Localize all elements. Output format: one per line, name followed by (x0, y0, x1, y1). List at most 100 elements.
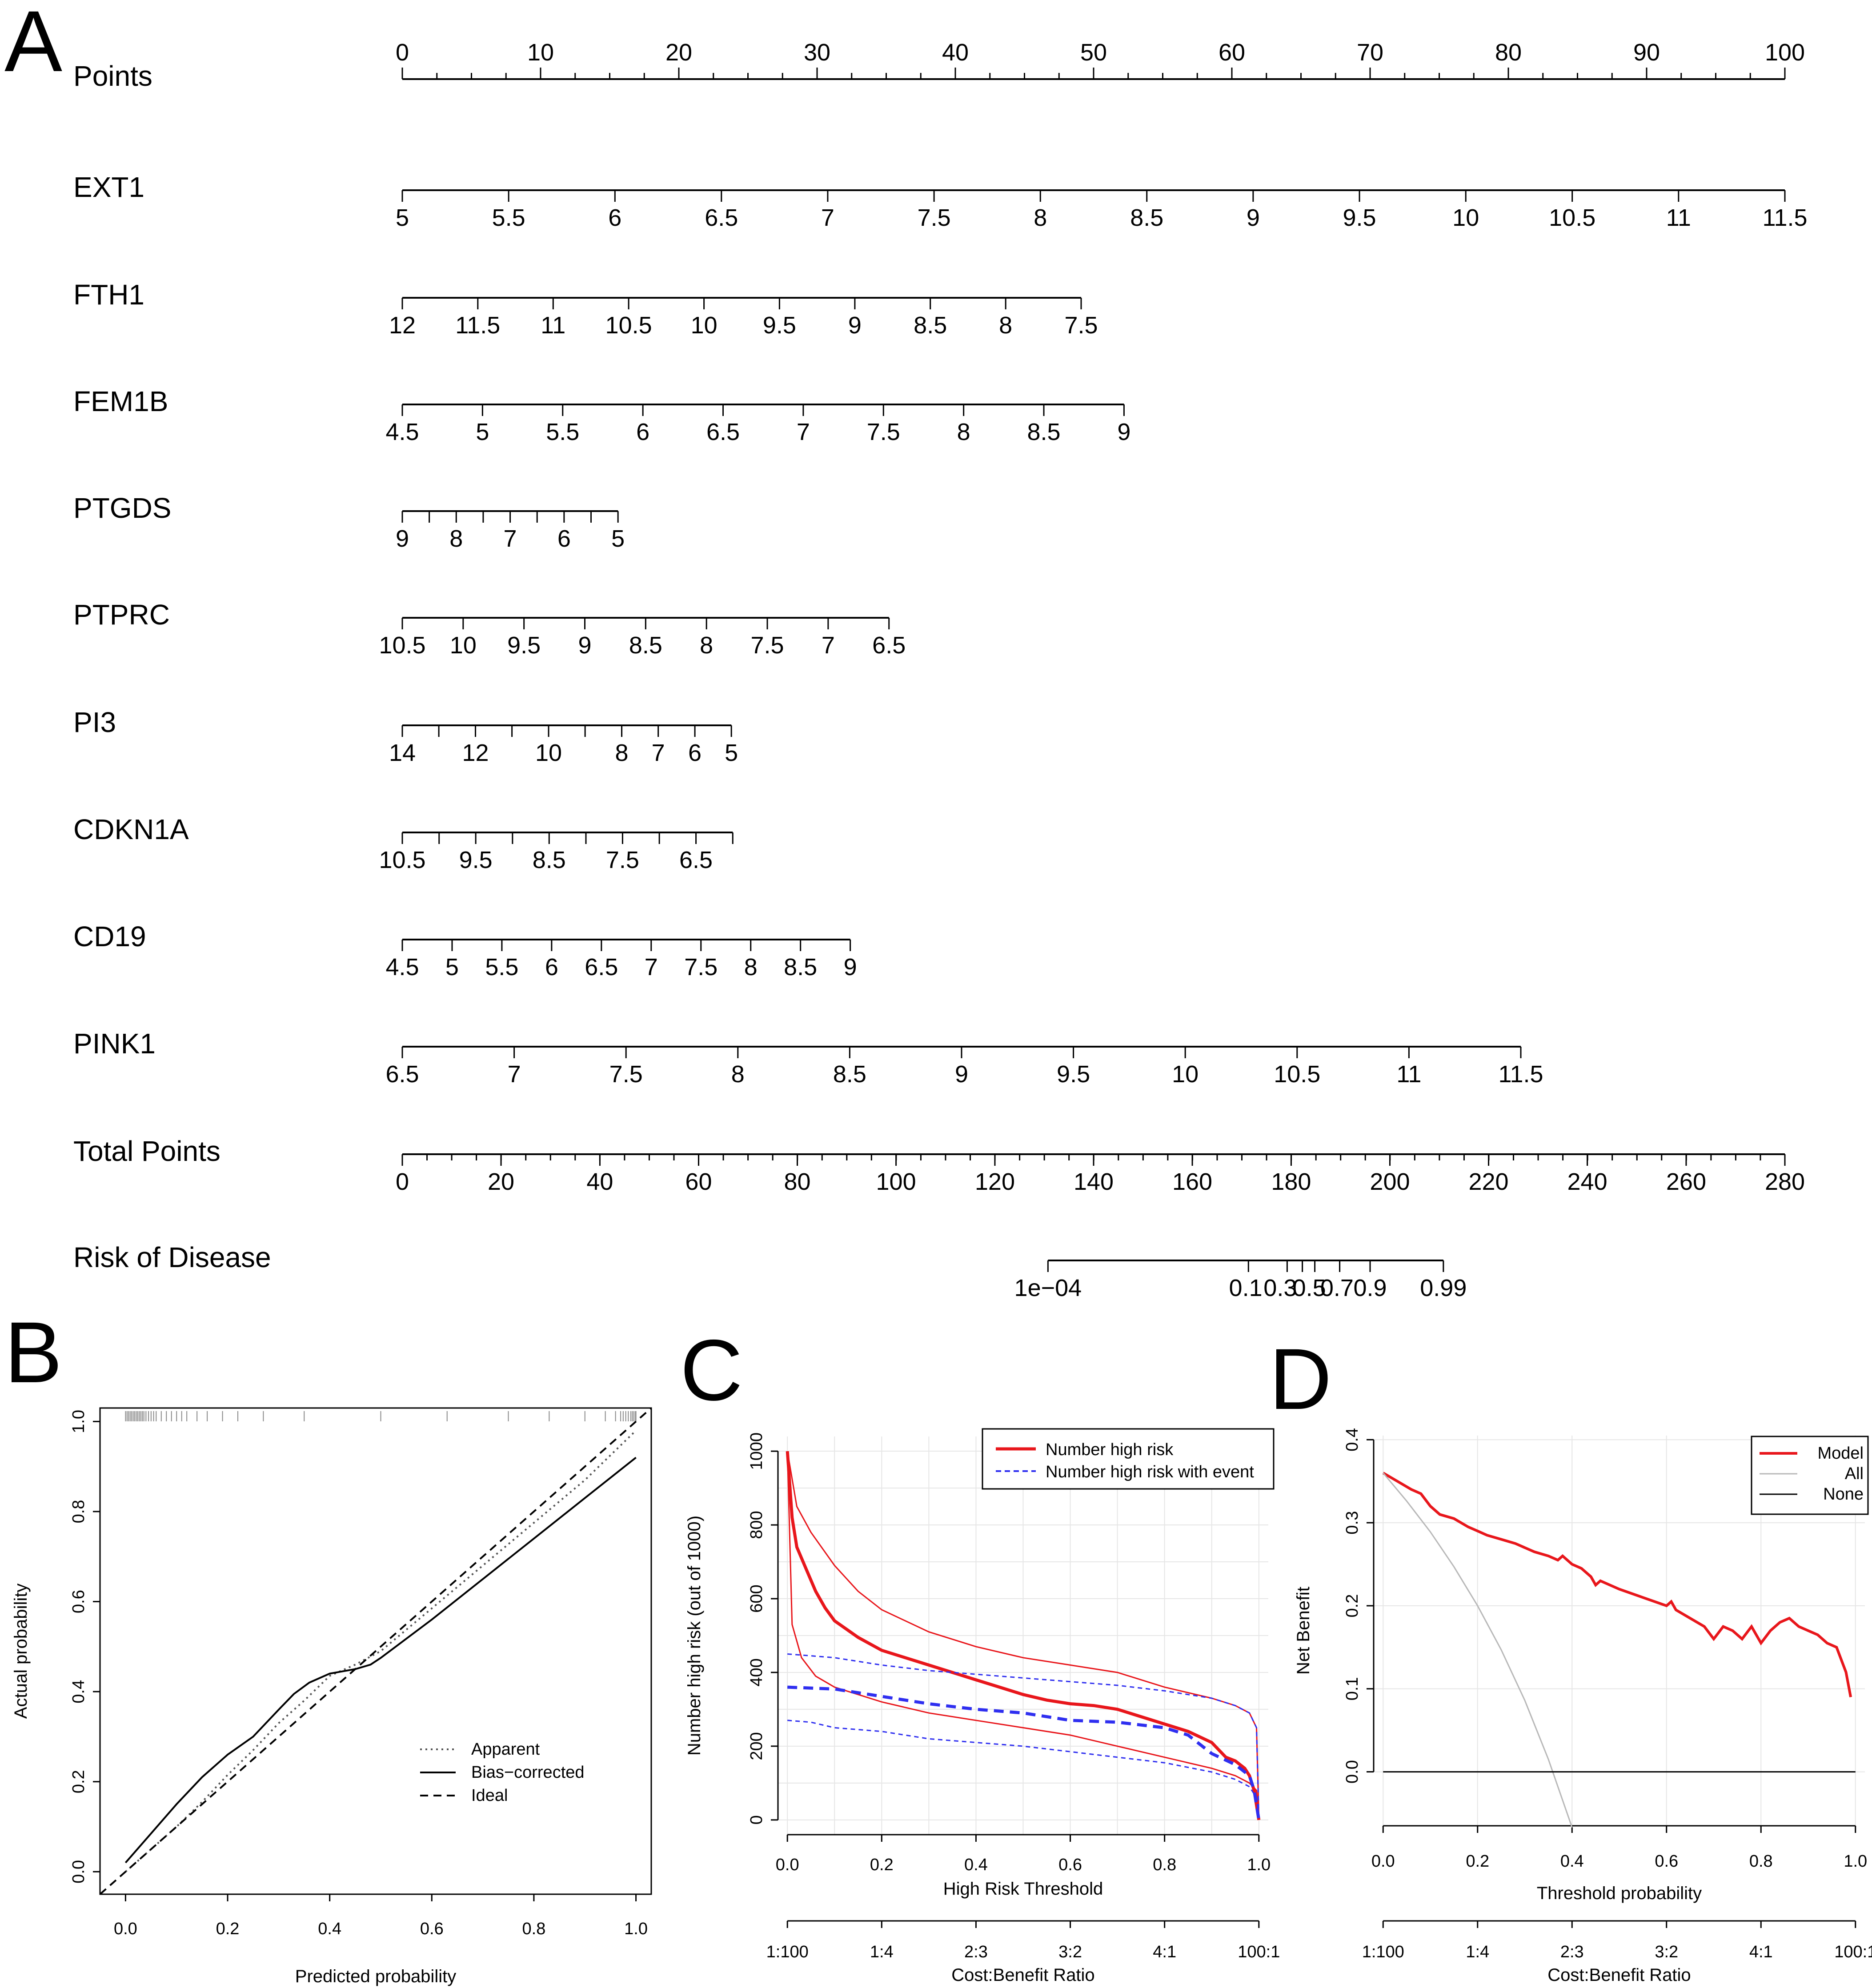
y-tick-label: 0.0 (1343, 1760, 1362, 1784)
y-tick-label: 400 (747, 1658, 766, 1686)
x-axis-title: High Risk Threshold (943, 1879, 1103, 1899)
nomogram-tick-label: 8.5 (784, 954, 817, 980)
nomogram-row-label: Risk of Disease (73, 1241, 271, 1273)
calibration-plot: 0.0 0.2 0.4 0.6 0.8 1.0 0.0 0.2 0.4 0.6 0.8 1.0 Pred… (11, 1407, 652, 1986)
secondary-tick-label: 1:100 (1362, 1943, 1404, 1961)
y-tick-label: 0.2 (1343, 1594, 1362, 1618)
x-tick-label: 0.8 (1153, 1856, 1176, 1874)
nomogram-tick-label: 40 (942, 39, 969, 66)
nomogram-tick-label: 260 (1666, 1168, 1706, 1195)
impact-series-line (787, 1653, 1260, 1820)
nomogram-tick-label: 9 (396, 525, 409, 552)
nomogram-tick-label: 30 (804, 39, 830, 66)
nomogram-tick-label: 6.5 (872, 632, 906, 659)
y-tick-label: 0 (747, 1815, 766, 1824)
legend-label: Bias−corrected (471, 1763, 585, 1782)
secondary-tick-label: 1:4 (1466, 1943, 1489, 1961)
nomogram-tick-label: 12 (389, 312, 416, 339)
nomogram-tick-label: 7 (504, 525, 517, 552)
x-tick-label: 0.0 (776, 1856, 799, 1874)
y-tick-label: 0.1 (1343, 1677, 1362, 1700)
nomogram-tick-label: 0 (396, 1168, 409, 1195)
nomogram-tick-label: 7.5 (684, 954, 718, 980)
panel-label-d: D (1269, 1331, 1332, 1428)
nomogram-tick-label: 0.99 (1420, 1275, 1467, 1301)
nomogram-row-label: CDKN1A (73, 813, 189, 845)
nomogram-tick-label: 8 (999, 312, 1012, 339)
nomogram-tick-label: 7.5 (918, 204, 951, 231)
x-tick-label: 0.6 (1655, 1852, 1678, 1871)
nomogram-tick-label: 7 (822, 632, 835, 659)
x-tick-label: 0.6 (420, 1920, 444, 1938)
nomogram-tick-label: 10.5 (1549, 204, 1595, 231)
decision-curve-model (1382, 1472, 1852, 1697)
nomogram-tick-label: 60 (1219, 39, 1245, 66)
nomogram-tick-label: 6 (688, 740, 701, 766)
x-axis-title: Predicted probability (295, 1967, 456, 1986)
calibration-line-solid (124, 1456, 637, 1864)
nomogram-tick-label: 5 (476, 419, 489, 445)
nomogram-tick-label: 9.5 (459, 847, 493, 873)
nomogram-tick-label: 8.5 (533, 847, 566, 873)
nomogram-tick-label: 6.5 (585, 954, 618, 980)
x-axis-title: Threshold probability (1537, 1884, 1702, 1903)
calibration-line-dotted (125, 1430, 637, 1872)
x-tick-label: 0.0 (114, 1920, 137, 1938)
x-tick-label: 0.8 (522, 1920, 546, 1938)
y-axis-title: Net Benefit (1294, 1587, 1313, 1675)
nomogram-tick-label: 10.5 (1274, 1061, 1320, 1088)
legend-label: Model (1818, 1444, 1864, 1463)
impact-series-line (786, 1451, 1261, 1820)
legend-label: All (1845, 1464, 1864, 1483)
nomogram-tick-label: 7 (652, 740, 665, 766)
nomogram-tick-label: 8.5 (1027, 419, 1061, 445)
nomogram-tick-label: 6.5 (705, 204, 738, 231)
nomogram-tick-label: 240 (1567, 1168, 1607, 1195)
nomogram-row-label: CD19 (73, 920, 146, 952)
nomogram-tick-label: 90 (1633, 39, 1660, 66)
nomogram-tick-label: 10 (527, 39, 554, 66)
x-tick-label: 1.0 (1247, 1856, 1271, 1874)
nomogram-tick-label: 7 (797, 419, 810, 445)
nomogram-tick-label: 11.5 (455, 312, 500, 339)
legend-label: None (1823, 1485, 1864, 1504)
nomogram-tick-label: 20 (488, 1168, 514, 1195)
nomogram-tick-label: 5 (611, 525, 625, 552)
nomogram-tick-label: 10.5 (605, 312, 652, 339)
nomogram-tick-label: 0.3 (1263, 1275, 1297, 1301)
secondary-tick-label: 4:1 (1153, 1943, 1176, 1961)
nomogram-tick-label: 4.5 (385, 419, 419, 445)
nomogram-tick-label: 9 (848, 312, 862, 339)
nomogram-tick-label: 8 (700, 632, 713, 659)
nomogram-tick-label: 8 (1034, 204, 1047, 231)
x-tick-label: 1.0 (1844, 1852, 1867, 1871)
x-tick-label: 0.0 (1371, 1852, 1395, 1871)
plot-frame (99, 1407, 652, 1895)
nomogram-tick-label: 9.5 (1343, 204, 1376, 231)
nomogram-tick-label: 5.5 (492, 204, 525, 231)
nomogram-tick-label: 6 (636, 419, 649, 445)
nomogram-tick-label: 5 (445, 954, 459, 980)
impact-series-line (787, 1685, 1261, 1820)
nomogram-tick-label: 7 (645, 954, 658, 980)
nomogram-row-label: PTGDS (73, 492, 171, 524)
nomogram-tick-label: 9 (844, 954, 857, 980)
nomogram-tick-label: 7 (508, 1061, 521, 1088)
impact-series-line (786, 1451, 1260, 1820)
nomogram-row-label: Points (73, 60, 152, 92)
nomogram-tick-label: 10 (691, 312, 718, 339)
x-tick-label: 0.4 (318, 1920, 341, 1938)
nomogram-tick-label: 9.5 (1057, 1061, 1090, 1088)
nomogram-tick-label: 11.5 (1762, 204, 1807, 231)
legend-label: Number high risk (1046, 1440, 1174, 1459)
nomogram-row-label: Total Points (73, 1135, 220, 1167)
decision-curve-all (1383, 1472, 1573, 1828)
nomogram-tick-label: 9 (1247, 204, 1260, 231)
y-tick-label: 0.4 (69, 1680, 88, 1704)
y-tick-label: 1000 (747, 1432, 766, 1470)
nomogram-tick-label: 6.5 (679, 847, 713, 873)
nomogram-tick-label: 14 (389, 740, 416, 766)
secondary-tick-label: 1:4 (870, 1943, 894, 1961)
nomogram-tick-label: 9 (955, 1061, 968, 1088)
clinical-impact-plot: 0.0 0.2 0.4 0.6 0.8 1.0 0 200 400 600 800 1000 High … (685, 1428, 1280, 1985)
